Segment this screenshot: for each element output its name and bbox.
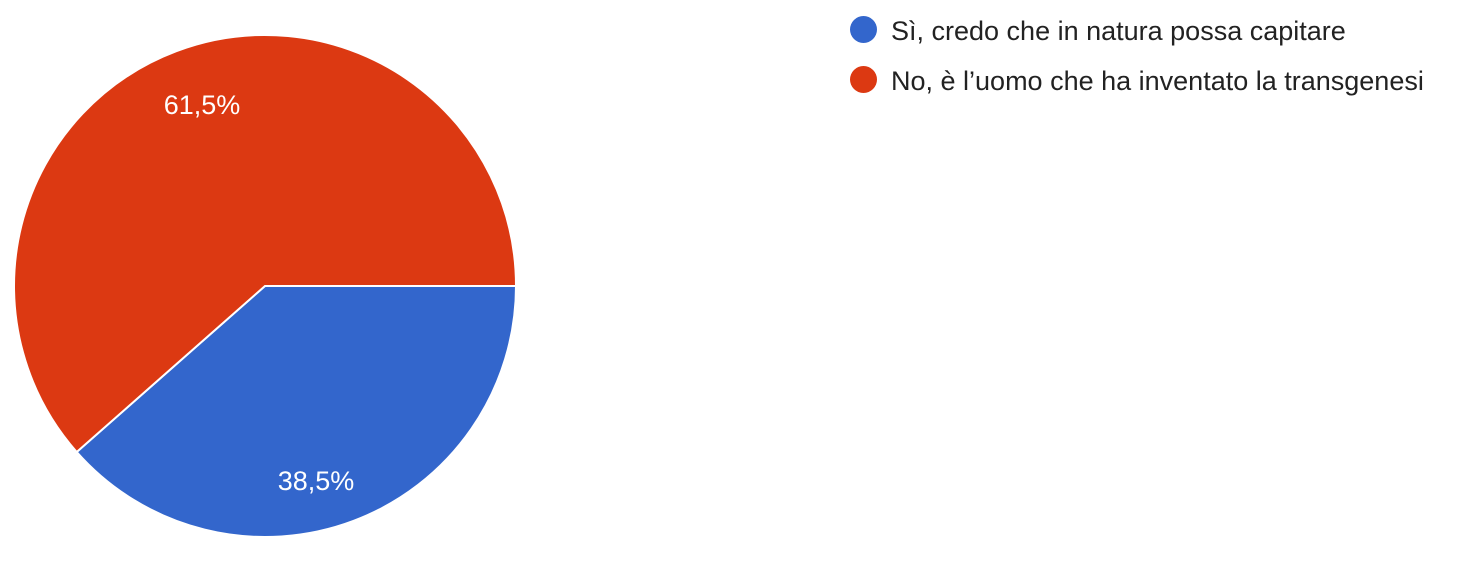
legend-label-si: Sì, credo che in natura possa capitare — [891, 16, 1346, 46]
legend-item-si[interactable]: Sì, credo che in natura possa capitare — [850, 12, 1460, 50]
slice-label-no: 61,5% — [164, 90, 241, 120]
legend-swatch-si — [850, 16, 877, 43]
legend-label-no: No, è l’uomo che ha inventato la transge… — [891, 66, 1424, 96]
chart-legend: Sì, credo che in natura possa capitare N… — [850, 12, 1460, 112]
pie-slice-si[interactable] — [75, 285, 518, 538]
slice-label-si: 38,5% — [278, 466, 355, 496]
pie-slice-no[interactable] — [13, 34, 518, 454]
pie-slices — [13, 34, 518, 538]
legend-swatch-no — [850, 66, 877, 93]
legend-item-no[interactable]: No, è l’uomo che ha inventato la transge… — [850, 62, 1460, 100]
